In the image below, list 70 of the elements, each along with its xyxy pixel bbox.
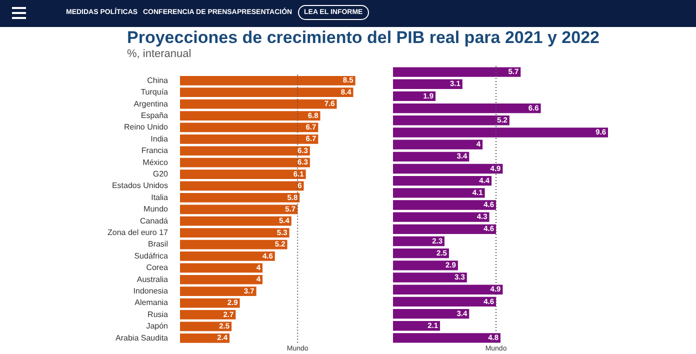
bar <box>393 116 510 126</box>
bar <box>180 181 304 191</box>
bar <box>180 274 262 284</box>
bar <box>393 321 440 331</box>
chart-title: Proyecciones de crecimiento del PIB real para 2021 y 2022 <box>127 28 600 48</box>
bar <box>180 310 236 320</box>
bar <box>393 103 541 114</box>
bar <box>180 134 318 144</box>
bar <box>180 158 310 168</box>
y-tick-label: Sudáfrica <box>134 251 169 260</box>
bar <box>180 170 306 179</box>
bar <box>180 286 256 296</box>
bar <box>180 263 262 273</box>
y-tick-label: Francia <box>141 146 169 156</box>
bar <box>393 176 492 186</box>
y-tick-label: Japón <box>146 322 168 331</box>
bar <box>180 228 290 238</box>
bar <box>393 333 500 343</box>
bar <box>393 128 608 138</box>
bar <box>180 216 292 226</box>
y-tick-label: Italia <box>151 192 169 202</box>
y-tick-label: Brasil <box>148 240 168 249</box>
y-tick-label: India <box>150 134 169 144</box>
bar <box>393 188 485 198</box>
y-tick-label: Argentina <box>134 99 169 108</box>
bar <box>180 146 310 156</box>
bar <box>180 204 298 214</box>
bar <box>393 212 490 222</box>
bar <box>393 79 462 89</box>
y-tick-label: Corea <box>146 263 169 272</box>
bar <box>180 252 275 261</box>
y-tick-label: G20 <box>152 169 169 178</box>
y-tick-label: México <box>142 158 169 167</box>
bar <box>180 99 337 109</box>
y-tick-label: España <box>140 110 169 120</box>
y-tick-label: Arabia Saudita <box>116 333 169 342</box>
bar <box>180 240 288 250</box>
y-tick-label: Turquía <box>140 88 169 97</box>
bar <box>393 284 503 294</box>
y-tick-label: Estados Unidos <box>112 181 168 190</box>
y-tick-label: China <box>147 76 169 85</box>
bar <box>393 140 483 150</box>
bar <box>393 67 521 77</box>
bar <box>393 200 496 210</box>
bar <box>180 88 354 98</box>
bar <box>393 260 458 270</box>
y-tick-label: Canadá <box>140 216 169 226</box>
y-tick-label: Australia <box>136 274 169 284</box>
bar <box>180 76 356 86</box>
bar <box>180 193 300 202</box>
bar <box>180 298 240 308</box>
bar <box>393 248 449 258</box>
bar <box>393 272 467 282</box>
bar <box>393 224 496 234</box>
bar <box>393 152 470 162</box>
bar <box>180 111 320 120</box>
bar <box>180 333 230 343</box>
bar <box>393 308 470 319</box>
bar <box>393 296 496 307</box>
bar <box>393 236 445 246</box>
chart-subtitle: %, interanual <box>127 48 192 60</box>
y-tick-label: Rusia <box>148 310 169 319</box>
y-tick-label: Zona del euro 17 <box>108 228 169 238</box>
y-tick-label: Alemania <box>134 298 169 308</box>
bar <box>393 164 503 174</box>
bar <box>180 122 318 132</box>
y-tick-label: Indonesia <box>133 286 169 296</box>
bar <box>393 91 436 102</box>
y-tick-label: Reino Unido <box>124 122 169 132</box>
y-tick-label: Mundo <box>144 204 169 214</box>
